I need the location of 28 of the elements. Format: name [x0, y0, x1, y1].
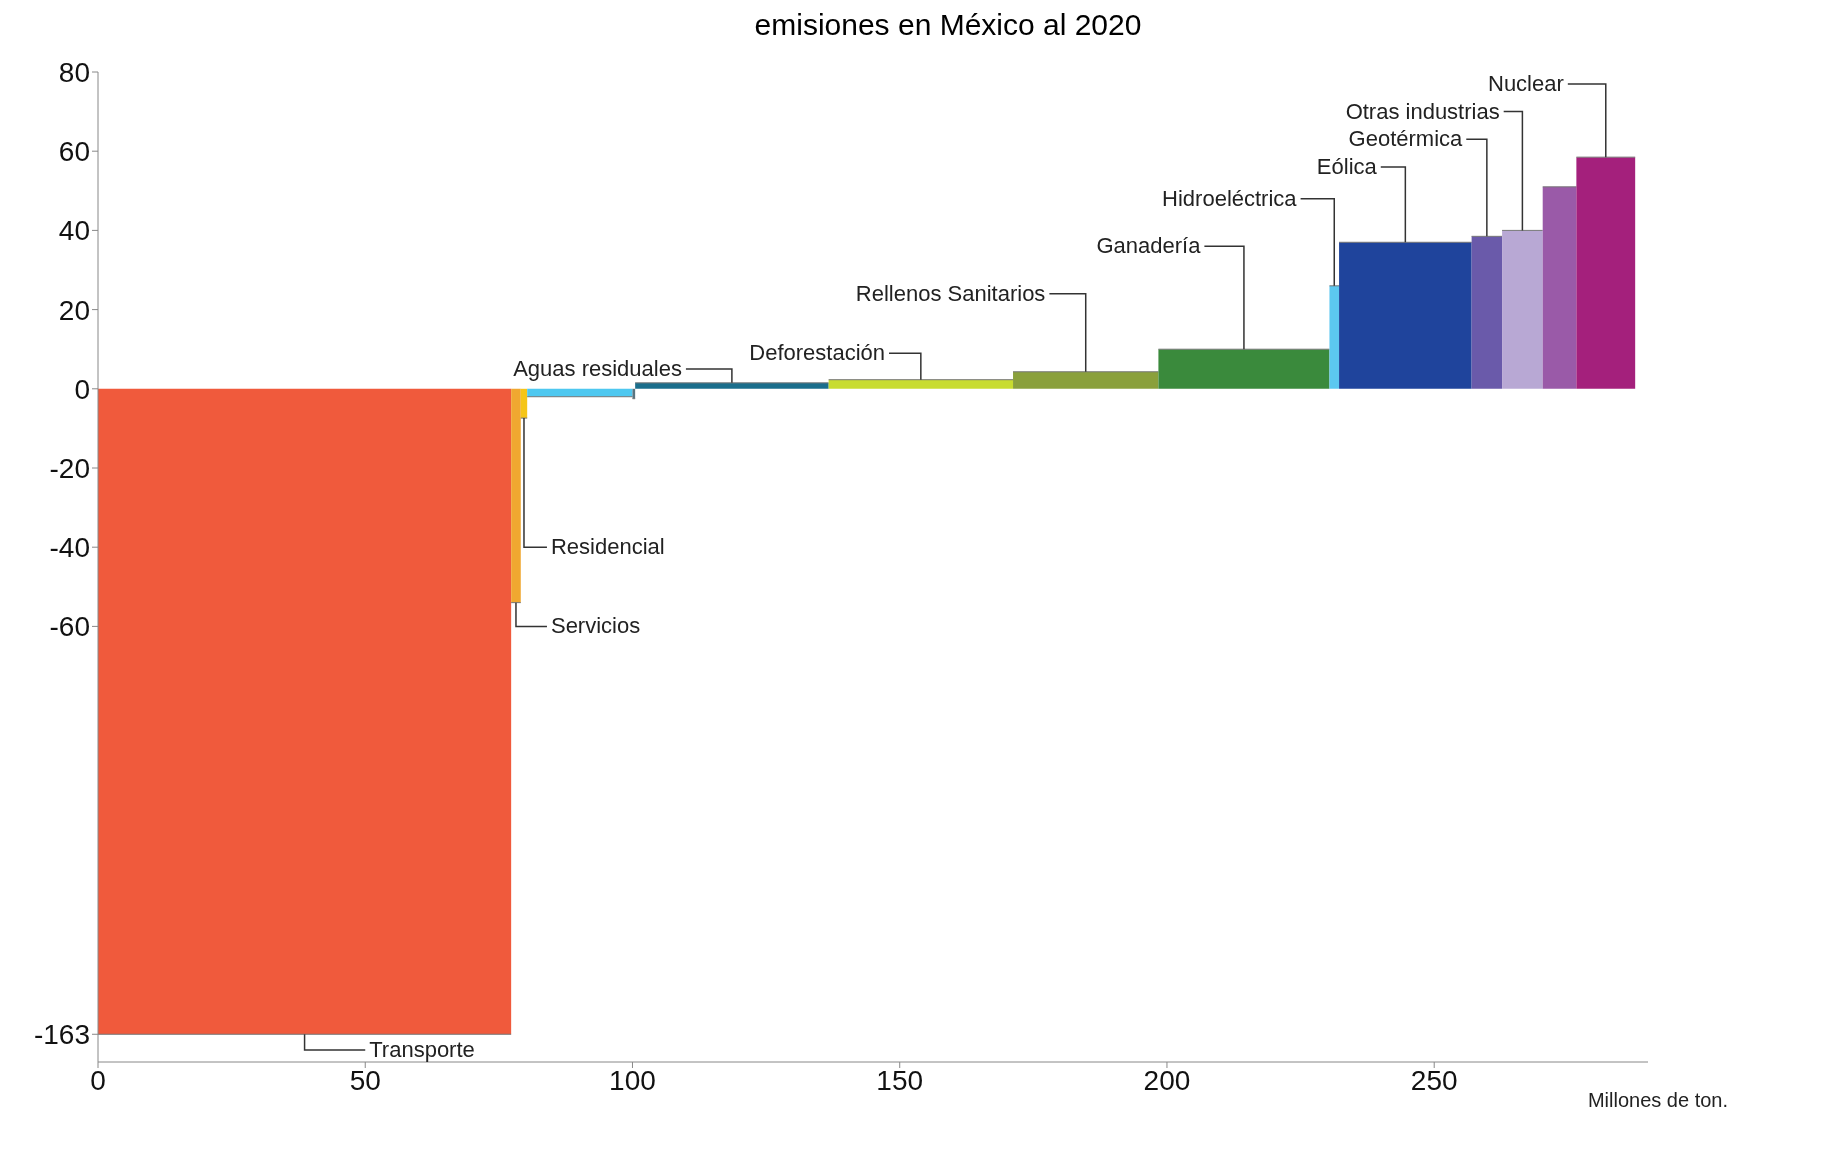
- y-tick-label: -60: [49, 611, 90, 643]
- series-label: Servicios: [550, 613, 641, 639]
- text: Hidroeléctrica: [1162, 185, 1298, 211]
- text: Eólica: [1316, 154, 1378, 180]
- y-tick-label: 0: [74, 373, 90, 405]
- y-tick-label: 40: [58, 215, 90, 247]
- x-tick-label: 100: [609, 1064, 656, 1096]
- y-tick-label: 20: [58, 294, 90, 326]
- y-tick-label: 80: [58, 56, 90, 88]
- series-label: Deforestación: [749, 340, 886, 366]
- y-tick-label: -40: [49, 532, 90, 564]
- text: Geotérmica: [1348, 126, 1464, 152]
- x-axis-title: Millones de ton.: [1587, 1089, 1728, 1111]
- text: Nuclear: [1488, 70, 1564, 96]
- y-tick-label: -163: [33, 1019, 90, 1051]
- x-tick-label: 250: [1410, 1064, 1458, 1096]
- series-label: Aguas residuales: [513, 356, 682, 381]
- chart-title: emisiones en México al 2020: [753, 8, 1143, 43]
- text: Residencial: [550, 534, 665, 560]
- x-tick-label: 50: [349, 1064, 381, 1096]
- y-tick-label: 60: [58, 136, 90, 168]
- y-tick-label: -20: [49, 452, 90, 484]
- text: Rellenos Sanitarios: [855, 280, 1046, 306]
- text: Ganadería: [1096, 233, 1202, 259]
- text: Otras industrias: [1345, 98, 1500, 124]
- x-tick-label: 150: [876, 1064, 924, 1096]
- series-label: Transporte: [369, 1037, 475, 1063]
- x-tick-label: 200: [1143, 1064, 1191, 1096]
